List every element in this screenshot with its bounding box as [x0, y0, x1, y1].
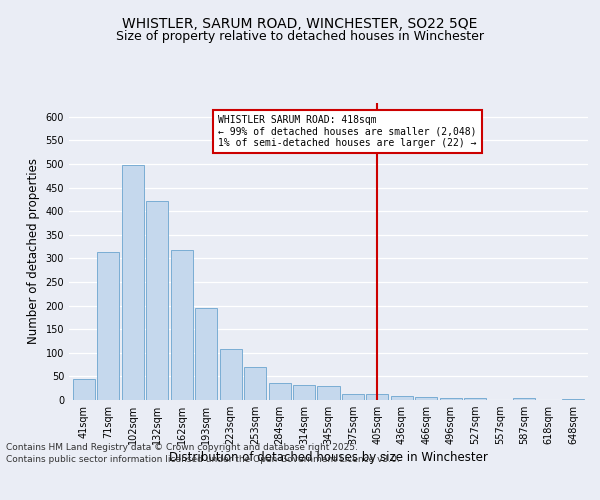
Bar [342, 394, 364, 400]
Text: Contains public sector information licensed under the Open Government Licence v3: Contains public sector information licen… [6, 455, 400, 464]
Y-axis label: Number of detached properties: Number of detached properties [27, 158, 40, 344]
Bar [317, 386, 340, 400]
X-axis label: Distribution of detached houses by size in Winchester: Distribution of detached houses by size … [169, 452, 488, 464]
Bar [464, 398, 487, 400]
Bar [195, 308, 217, 400]
Bar [244, 367, 266, 400]
Bar [514, 398, 535, 400]
Bar [293, 386, 315, 400]
Text: WHISTLER, SARUM ROAD, WINCHESTER, SO22 5QE: WHISTLER, SARUM ROAD, WINCHESTER, SO22 5… [122, 18, 478, 32]
Bar [122, 165, 143, 400]
Text: Size of property relative to detached houses in Winchester: Size of property relative to detached ho… [116, 30, 484, 43]
Bar [440, 398, 462, 400]
Bar [170, 250, 193, 400]
Text: WHISTLER SARUM ROAD: 418sqm
← 99% of detached houses are smaller (2,048)
1% of s: WHISTLER SARUM ROAD: 418sqm ← 99% of det… [218, 116, 477, 148]
Bar [146, 200, 168, 400]
Bar [220, 350, 242, 400]
Bar [367, 394, 388, 400]
Bar [562, 398, 584, 400]
Bar [415, 396, 437, 400]
Bar [391, 396, 413, 400]
Bar [97, 252, 119, 400]
Bar [269, 382, 290, 400]
Bar [73, 379, 95, 400]
Text: Contains HM Land Registry data © Crown copyright and database right 2025.: Contains HM Land Registry data © Crown c… [6, 442, 358, 452]
